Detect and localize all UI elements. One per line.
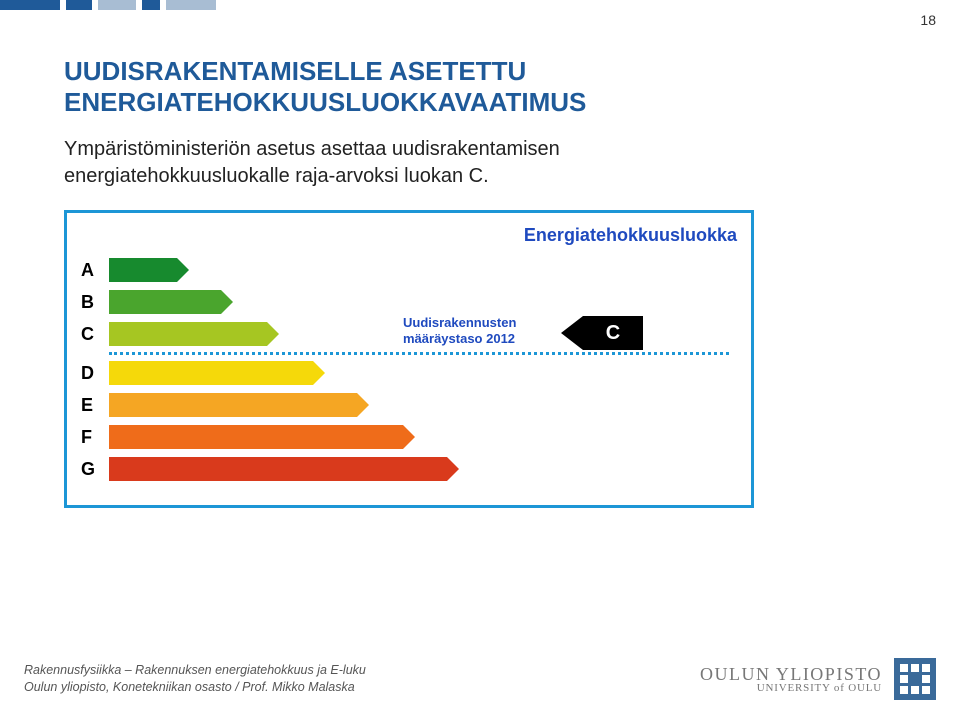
energy-bar-letter: D: [81, 363, 109, 384]
footer-line-1: Rakennusfysiikka – Rakennuksen energiate…: [24, 663, 366, 677]
energy-bar-letter: F: [81, 427, 109, 448]
footer-text: Rakennusfysiikka – Rakennuksen energiate…: [24, 662, 366, 696]
university-name-en: UNIVERSITY of OULU: [700, 683, 882, 694]
title-line-2: ENERGIATEHOKKUUSLUOKKAVAATIMUS: [64, 87, 586, 117]
slide-title: UUDISRAKENTAMISELLE ASETETTU ENERGIATEHO…: [64, 56, 896, 118]
slide-content: UUDISRAKENTAMISELLE ASETETTU ENERGIATEHO…: [0, 0, 960, 508]
energy-bar-row: F: [81, 423, 737, 451]
regulation-annotation-line1: Uudisrakennusten: [403, 316, 516, 330]
energy-bar: [109, 290, 221, 314]
body-line-1: Ympäristöministeriön asetus asettaa uudi…: [64, 138, 560, 160]
energy-bar: [109, 457, 447, 481]
energy-bar-row-c: CUudisrakennustenmääräystaso 2012C: [81, 320, 737, 348]
university-name-fi: OULUN YLIOPISTO: [700, 665, 882, 683]
university-name: OULUN YLIOPISTO UNIVERSITY of OULU: [700, 665, 882, 694]
energy-header-label: Energiatehokkuusluokka: [81, 225, 737, 246]
energy-bar: [109, 361, 313, 385]
page-number: 18: [920, 12, 936, 28]
footer-line-2: Oulun yliopisto, Konetekniikan osasto / …: [24, 680, 355, 694]
energy-bar: [109, 322, 267, 346]
energy-bar-letter: G: [81, 459, 109, 480]
energy-bar-row: G: [81, 455, 737, 483]
energy-bar-row: B: [81, 288, 737, 316]
energy-bar: [109, 393, 357, 417]
regulation-threshold-line: [109, 352, 729, 355]
university-logo-icon: [894, 658, 936, 700]
footer: Rakennusfysiikka – Rakennuksen energiate…: [0, 658, 960, 700]
regulation-annotation-line2: määräystaso 2012: [403, 332, 515, 346]
energy-bar-letter: E: [81, 395, 109, 416]
energy-bars-container: ABCUudisrakennustenmääräystaso 2012CDEFG: [81, 256, 737, 483]
body-line-2: energiatehokkuusluokalle raja-arvoksi lu…: [64, 165, 489, 187]
current-class-pointer: C: [561, 316, 643, 350]
university-branding: OULUN YLIOPISTO UNIVERSITY of OULU: [700, 658, 936, 700]
energy-bar-letter: B: [81, 292, 109, 313]
energy-class-chart: Energiatehokkuusluokka ABCUudisrakennust…: [64, 210, 754, 508]
energy-bar-row: D: [81, 359, 737, 387]
top-decoration: [0, 0, 260, 10]
energy-bar-row: E: [81, 391, 737, 419]
energy-bar-row: A: [81, 256, 737, 284]
energy-bar: [109, 258, 177, 282]
title-line-1: UUDISRAKENTAMISELLE ASETETTU: [64, 56, 526, 86]
energy-bar-letter: C: [81, 320, 109, 348]
body-text: Ympäristöministeriön asetus asettaa uudi…: [64, 136, 896, 190]
energy-bar-letter: A: [81, 260, 109, 281]
energy-bar: [109, 425, 403, 449]
